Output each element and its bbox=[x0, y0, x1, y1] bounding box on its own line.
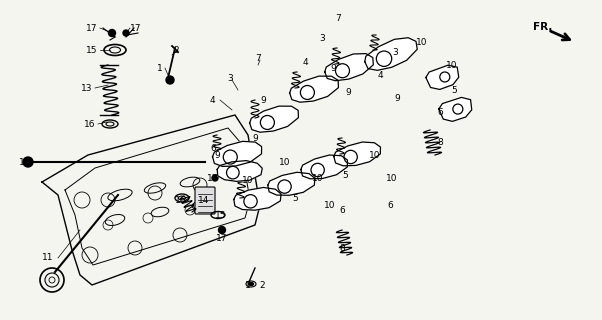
Text: 10: 10 bbox=[242, 175, 254, 185]
Text: 13: 13 bbox=[81, 84, 93, 92]
Polygon shape bbox=[301, 155, 347, 179]
Text: 6: 6 bbox=[210, 143, 216, 153]
Polygon shape bbox=[334, 142, 380, 166]
Text: 14: 14 bbox=[198, 196, 209, 204]
Polygon shape bbox=[268, 172, 315, 195]
Text: 2: 2 bbox=[259, 281, 265, 290]
Text: 16: 16 bbox=[175, 196, 187, 204]
Text: 5: 5 bbox=[342, 171, 348, 180]
Polygon shape bbox=[217, 161, 262, 181]
Text: 3: 3 bbox=[319, 34, 325, 43]
Text: 7: 7 bbox=[335, 13, 341, 22]
Text: 9: 9 bbox=[330, 63, 336, 73]
Polygon shape bbox=[426, 65, 459, 90]
Polygon shape bbox=[290, 76, 338, 102]
Text: 4: 4 bbox=[209, 95, 215, 105]
Text: 3: 3 bbox=[227, 74, 233, 83]
Text: 5: 5 bbox=[451, 85, 457, 94]
Text: 10: 10 bbox=[416, 37, 428, 46]
Text: 1: 1 bbox=[157, 63, 163, 73]
Text: 9: 9 bbox=[214, 150, 220, 159]
Text: 5: 5 bbox=[292, 194, 298, 203]
Circle shape bbox=[212, 175, 218, 181]
Text: 9: 9 bbox=[260, 95, 266, 105]
Text: 4: 4 bbox=[302, 58, 308, 67]
Text: 15: 15 bbox=[216, 211, 227, 220]
Text: 17: 17 bbox=[130, 23, 141, 33]
Text: 10: 10 bbox=[369, 150, 380, 159]
Polygon shape bbox=[213, 141, 262, 166]
Text: 4: 4 bbox=[377, 70, 383, 79]
Text: 9: 9 bbox=[252, 133, 258, 142]
Text: 2: 2 bbox=[173, 45, 179, 54]
Text: 15: 15 bbox=[86, 45, 98, 54]
Ellipse shape bbox=[249, 283, 253, 285]
Text: 8: 8 bbox=[437, 138, 443, 147]
Polygon shape bbox=[365, 38, 417, 70]
Text: 6: 6 bbox=[437, 108, 443, 116]
Text: 3: 3 bbox=[392, 47, 398, 57]
Polygon shape bbox=[439, 97, 472, 121]
Text: 17: 17 bbox=[216, 234, 228, 243]
Circle shape bbox=[166, 76, 174, 84]
Text: 1: 1 bbox=[245, 281, 251, 290]
Text: 17: 17 bbox=[86, 23, 98, 33]
Text: 8: 8 bbox=[339, 244, 345, 252]
Text: 6: 6 bbox=[387, 201, 393, 210]
Polygon shape bbox=[250, 106, 299, 132]
Text: FR.: FR. bbox=[533, 22, 553, 32]
Text: 10: 10 bbox=[446, 60, 458, 69]
Polygon shape bbox=[234, 188, 281, 210]
Polygon shape bbox=[325, 54, 373, 81]
Circle shape bbox=[123, 30, 129, 36]
Text: 7: 7 bbox=[255, 53, 261, 62]
Text: 11: 11 bbox=[42, 253, 54, 262]
Text: 17: 17 bbox=[207, 173, 219, 182]
Text: 10: 10 bbox=[324, 201, 336, 210]
Circle shape bbox=[108, 29, 116, 36]
FancyBboxPatch shape bbox=[195, 187, 215, 214]
Text: 9: 9 bbox=[394, 93, 400, 102]
Circle shape bbox=[23, 157, 33, 167]
Text: 10: 10 bbox=[279, 157, 291, 166]
Text: 10: 10 bbox=[312, 173, 324, 182]
Text: 6: 6 bbox=[339, 205, 345, 214]
Text: 9: 9 bbox=[345, 87, 351, 97]
Text: 10: 10 bbox=[386, 173, 398, 182]
Text: 16: 16 bbox=[84, 119, 96, 129]
Text: 12: 12 bbox=[19, 157, 31, 166]
Circle shape bbox=[219, 227, 226, 234]
